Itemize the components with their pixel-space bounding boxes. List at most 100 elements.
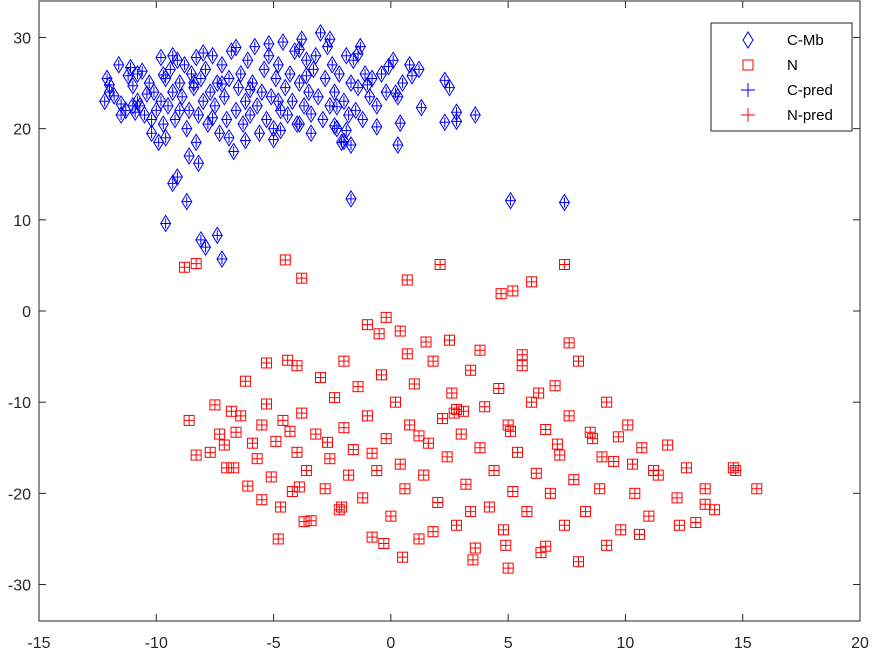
point-n-pred-2	[280, 254, 291, 265]
point-c-pred-175	[273, 96, 284, 107]
y-tick-label: 20	[13, 122, 31, 139]
point-c-mb-75	[282, 106, 294, 124]
point-n-pred-47	[371, 465, 382, 476]
point-c-mb-128	[345, 136, 357, 155]
point-n-pred-100	[643, 511, 654, 522]
point-c-mb-133	[192, 154, 205, 173]
point-n-pred-39	[334, 504, 345, 515]
point-c-pred-70	[270, 73, 281, 84]
point-n-pred-121	[240, 376, 251, 387]
point-c-pred-152	[174, 105, 185, 116]
point-n-pred-137	[465, 506, 476, 517]
point-c-pred-82	[299, 100, 310, 111]
point-c-mb-34	[185, 64, 198, 83]
point-n-pred-22	[256, 419, 267, 430]
point-c-mb-84	[303, 83, 315, 102]
point-c-pred-42	[205, 87, 216, 98]
point-c-pred-132	[184, 151, 195, 161]
point-n-pred-12	[205, 447, 216, 458]
point-c-pred-120	[439, 117, 450, 128]
point-c-mb-108	[359, 64, 371, 83]
point-n-pred-80	[526, 397, 537, 408]
point-n-pred-142	[634, 529, 645, 540]
x-tick-label: -15	[27, 635, 50, 652]
point-c-pred-16	[146, 128, 157, 139]
point-n-pred-107	[709, 504, 720, 515]
point-c-mb-168	[382, 57, 395, 76]
point-n-pred-40	[338, 422, 349, 433]
point-c-mb-32	[181, 119, 193, 138]
point-c-mb-95	[328, 83, 341, 102]
point-c-mb-48	[218, 87, 230, 106]
point-c-pred-34	[186, 68, 197, 79]
point-c-pred-121	[439, 75, 450, 86]
point-c-pred-134	[181, 196, 192, 207]
point-c-mb-91	[319, 69, 331, 88]
point-c-pred-14	[139, 109, 150, 120]
point-n-pred-41	[343, 470, 354, 481]
point-n-pred-144	[700, 499, 711, 510]
point-c-pred-149	[329, 120, 340, 131]
point-n-pred-117	[517, 349, 528, 360]
point-c-mb-118	[413, 60, 425, 79]
point-c-mb-66	[260, 110, 273, 129]
y-tick-label: -10	[8, 395, 31, 412]
point-c-pred-158	[371, 121, 382, 132]
point-c-pred-127	[395, 118, 406, 129]
point-c-pred-56	[238, 119, 249, 130]
point-c-mb-126	[392, 136, 404, 155]
point-n-pred-3	[296, 273, 307, 284]
x-tick-label: 20	[851, 635, 869, 652]
point-c-mb-179	[389, 84, 402, 103]
point-c-pred-108	[360, 68, 371, 79]
point-n-pred-136	[428, 526, 439, 537]
point-c-pred-177	[331, 101, 342, 112]
point-n-pred-28	[282, 355, 293, 366]
point-c-mb-22	[157, 115, 169, 134]
point-n-pred-85	[550, 380, 561, 391]
point-c-mb-103	[347, 51, 359, 70]
point-c-mb-42	[204, 83, 216, 102]
point-c-mb-59	[244, 106, 256, 124]
point-n-pred-68	[470, 543, 481, 554]
point-n-pred-105	[690, 517, 701, 528]
point-c-pred-61	[249, 41, 260, 52]
point-n-pred-108	[728, 462, 739, 473]
point-c-mb-139	[216, 250, 228, 268]
point-n-pred-56	[414, 533, 425, 544]
point-c-pred-59	[245, 109, 256, 120]
point-c-pred-4	[113, 59, 124, 70]
point-c-mb-21	[155, 92, 167, 111]
point-c-mb-154	[239, 131, 252, 150]
point-c-pred-74	[280, 82, 291, 93]
point-c-mb-111	[371, 96, 383, 115]
point-c-mb-157	[340, 121, 352, 140]
point-c-mb-141	[504, 191, 517, 210]
point-c-mb-68	[265, 87, 277, 106]
point-n-pred-138	[500, 540, 511, 551]
point-n-pred-77	[512, 447, 523, 458]
point-c-pred-171	[158, 69, 169, 80]
point-c-mb-100	[340, 46, 352, 65]
point-c-mb-55	[235, 64, 247, 83]
point-c-mb-1	[101, 69, 113, 88]
point-c-mb-114	[387, 51, 399, 70]
point-c-pred-81	[296, 34, 307, 45]
point-c-pred-65	[259, 64, 270, 75]
point-c-pred-86	[308, 64, 319, 75]
point-c-pred-99	[338, 96, 349, 107]
point-c-mb-90	[317, 110, 329, 129]
axis-ticks: -15 -10 -5 0 5 10 15 20 -30 -20 -10 0 10 20 30	[8, 1, 869, 652]
point-n-pred-125	[449, 408, 460, 419]
point-n-pred-111	[374, 328, 385, 339]
point-c-pred-153	[207, 112, 218, 123]
point-n-pred-76	[507, 486, 518, 497]
point-n-pred-148	[503, 563, 514, 574]
point-n-pred-59	[428, 356, 439, 367]
point-c-pred-37	[193, 109, 204, 120]
point-c-pred-117	[404, 59, 415, 70]
point-n-pred-15	[219, 440, 230, 451]
point-c-pred-131	[172, 171, 183, 182]
point-c-mb-76	[284, 64, 296, 83]
point-c-mb-67	[263, 46, 275, 65]
